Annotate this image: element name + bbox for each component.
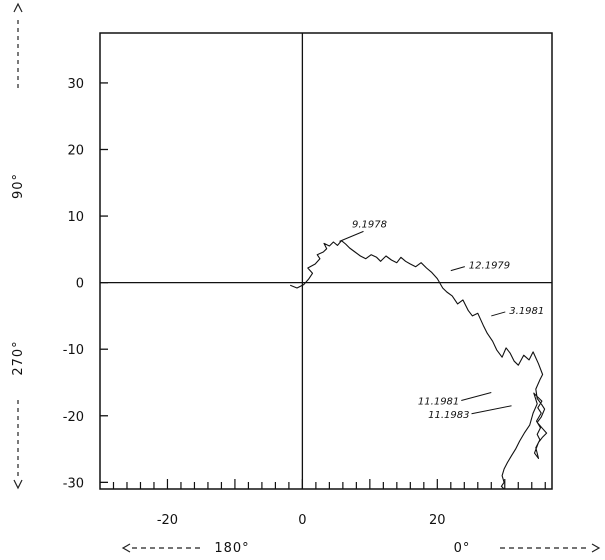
direction-arrows <box>13 2 601 553</box>
direction-label-90: 90° <box>11 173 26 199</box>
y-tick-label: 30 <box>67 77 84 92</box>
annotation-label: 11.1981 <box>418 396 459 407</box>
y-tick-label: 0 <box>76 277 84 292</box>
y-tick-label: -20 <box>63 410 84 425</box>
direction-label-180: 180° <box>214 541 249 556</box>
annotation-label: 9.1978 <box>352 219 387 230</box>
y-tick-label: 20 <box>67 143 84 158</box>
x-tick-label: 0 <box>298 513 306 528</box>
annotation-leader <box>339 230 364 242</box>
annotation-leader <box>471 405 512 415</box>
bottom-left-horizontal-arrowhead <box>121 543 131 553</box>
y-axis-ticks: 30 20 10 0 -10 -20 -30 <box>63 77 108 491</box>
annotation-label: 12.1979 <box>469 261 510 272</box>
series-group <box>289 240 548 490</box>
annotation-leader <box>450 266 465 272</box>
y-tick-label: -10 <box>63 343 84 358</box>
annotation-label: 3.1981 <box>509 306 544 317</box>
series-line <box>289 240 548 490</box>
annotation-label: 11.1983 <box>428 410 469 421</box>
bottom-left-arrowhead <box>13 479 23 490</box>
direction-label-0: 0° <box>454 541 471 556</box>
y-tick-label: 10 <box>67 210 84 225</box>
direction-label-270: 270° <box>11 340 26 375</box>
x-axis-ticks: -20 0 20 <box>112 479 546 528</box>
y-tick-label: -30 <box>63 476 84 491</box>
bottom-right-horizontal-arrowhead <box>591 543 601 553</box>
x-tick-label: -20 <box>157 513 178 528</box>
annotations: 9.1978 12.1979 3.1981 11.1981 11.1983 <box>339 219 544 421</box>
annotation-leader <box>491 311 506 317</box>
annotation-leader <box>461 391 492 401</box>
plot-frame <box>99 32 553 490</box>
x-tick-label: 20 <box>429 513 446 528</box>
top-left-arrowhead <box>13 2 23 13</box>
